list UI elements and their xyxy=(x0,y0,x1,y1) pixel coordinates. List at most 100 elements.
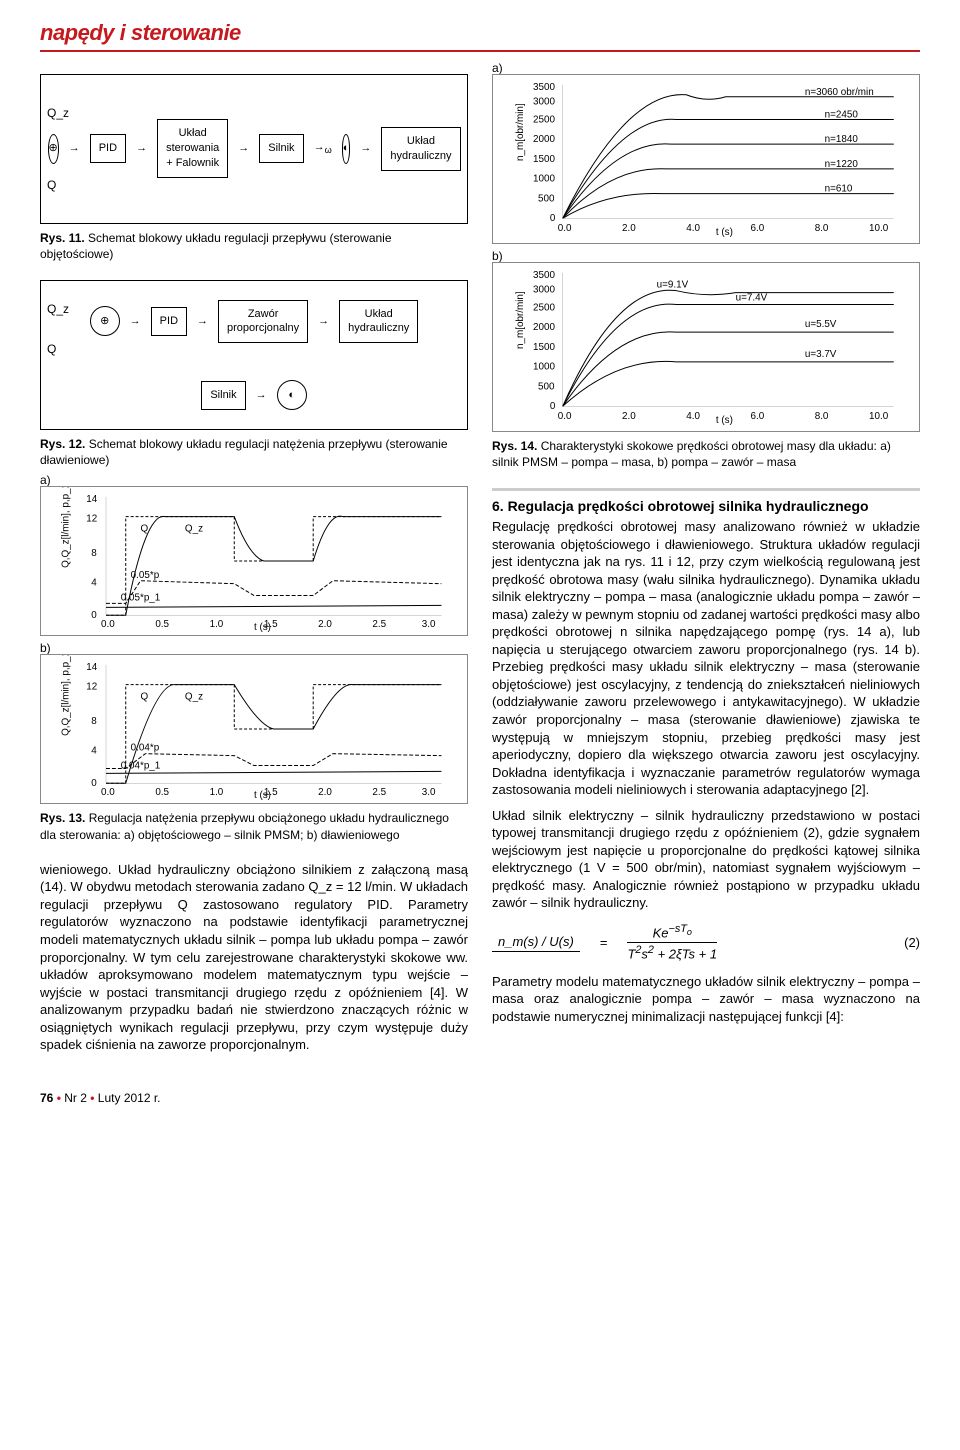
svg-text:n=1840: n=1840 xyxy=(825,134,859,145)
svg-text:n_m[obr/min]: n_m[obr/min] xyxy=(515,291,526,349)
svg-text:n=3060 obr/min: n=3060 obr/min xyxy=(805,86,874,97)
pump-icon: ◐ xyxy=(277,380,307,410)
svg-text:2.0: 2.0 xyxy=(318,788,332,799)
pid-block: PID xyxy=(151,307,187,336)
fig11-caption: Rys. 11. Schemat blokowy układu regulacj… xyxy=(40,230,468,262)
svg-text:0: 0 xyxy=(550,213,556,224)
svg-text:0.05*p_1: 0.05*p_1 xyxy=(121,593,160,604)
svg-text:2.0: 2.0 xyxy=(622,223,636,234)
svg-text:Q_z: Q_z xyxy=(185,692,203,703)
svg-text:n_m[obr/min]: n_m[obr/min] xyxy=(515,103,526,161)
svg-text:Q,Q_z[l/min], p,p_1[bar]: Q,Q_z[l/min], p,p_1[bar] xyxy=(61,487,72,568)
svg-text:0.0: 0.0 xyxy=(101,620,115,631)
svg-text:6.0: 6.0 xyxy=(750,223,764,234)
svg-text:1000: 1000 xyxy=(533,361,555,372)
fig11-qz: Q_z xyxy=(47,105,69,121)
svg-text:4: 4 xyxy=(91,746,97,757)
svg-text:500: 500 xyxy=(538,381,555,392)
svg-text:1500: 1500 xyxy=(533,342,555,353)
svg-text:0: 0 xyxy=(91,611,97,622)
svg-text:Q: Q xyxy=(141,524,149,535)
fig14-chart-a: n=3060 obr/min n=2450 n=1840 n=1220 n=61… xyxy=(492,74,920,244)
svg-text:0.04*p_1: 0.04*p_1 xyxy=(121,761,160,772)
svg-text:14: 14 xyxy=(86,494,97,505)
svg-text:2.0: 2.0 xyxy=(318,620,332,631)
svg-text:n=610: n=610 xyxy=(825,183,853,194)
motor-block: Silnik xyxy=(259,134,303,163)
svg-text:3000: 3000 xyxy=(533,96,555,107)
fig12-qz: Q_z xyxy=(47,301,69,317)
motor-block: Silnik xyxy=(201,381,245,410)
fig12-diagram: Q_z Q ⊕→ PID→ Zawór proporcjonalny→ Ukła… xyxy=(40,280,468,430)
svg-text:u=5.5V: u=5.5V xyxy=(805,319,837,330)
eq-lhs: n_m(s) / U(s) xyxy=(492,933,580,952)
svg-text:6.0: 6.0 xyxy=(750,411,764,422)
svg-text:10.0: 10.0 xyxy=(869,223,889,234)
drive-block: Układ sterowania + Falownik xyxy=(157,119,228,178)
right-column: a) n=3060 obr/min n=2450 n=1840 xyxy=(492,74,920,1062)
equation-2: n_m(s) / U(s) = Ke−sTo T2s2 + 2ξTs + 1 (… xyxy=(492,922,920,963)
svg-text:3.0: 3.0 xyxy=(422,620,436,631)
fig12-caption: Rys. 12. Schemat blokowy układu regulacj… xyxy=(40,436,468,468)
svg-text:1500: 1500 xyxy=(533,154,555,165)
svg-text:u=3.7V: u=3.7V xyxy=(805,349,837,360)
fig14-caption: Rys. 14. Charakterystyki skokowe prędkoś… xyxy=(492,438,920,470)
fig13-caption: Rys. 13. Regulacja natężenia przepływu o… xyxy=(40,810,468,842)
section6-heading: 6. Regulacja prędkości obrotowej silnika… xyxy=(492,497,920,516)
pump-icon: ◐ xyxy=(342,134,351,164)
svg-text:12: 12 xyxy=(86,514,97,525)
svg-text:0: 0 xyxy=(91,779,97,790)
svg-text:0.0: 0.0 xyxy=(558,411,572,422)
svg-text:2500: 2500 xyxy=(533,114,555,125)
right-paragraph-3: Parametry modelu matematycznego układów … xyxy=(492,973,920,1026)
svg-text:0.0: 0.0 xyxy=(558,223,572,234)
svg-text:n=2450: n=2450 xyxy=(825,109,859,120)
svg-text:0.0: 0.0 xyxy=(101,788,115,799)
svg-text:2.0: 2.0 xyxy=(622,411,636,422)
svg-text:8.0: 8.0 xyxy=(815,223,829,234)
svg-text:2500: 2500 xyxy=(533,302,555,313)
svg-text:2.5: 2.5 xyxy=(372,788,386,799)
svg-text:Q_z: Q_z xyxy=(185,524,203,535)
right-paragraph-2: Układ silnik elektryczny – silnik hydrau… xyxy=(492,807,920,912)
pid-block: PID xyxy=(90,134,126,163)
fig14-chart-b: u=9.1V u=7.4V u=5.5V u=3.7V t (s) n_m[ob… xyxy=(492,262,920,432)
hydraulic-block: Układ hydrauliczny xyxy=(381,127,460,171)
svg-text:1.0: 1.0 xyxy=(210,788,224,799)
fig12-q: Q xyxy=(47,341,56,357)
svg-text:t (s): t (s) xyxy=(716,227,733,238)
svg-text:3500: 3500 xyxy=(533,82,555,93)
fig13-chart-b: Q Q_z 0.04*p 0.04*p_1 t (s) Q,Q_z[l/min]… xyxy=(40,654,468,804)
fig13-chart-a: Q Q_z 0.05*p 0.05*p_1 t (s) Q,Q_z[l/min]… xyxy=(40,486,468,636)
page-footer: 76 • Nr 2 • Luty 2012 r. xyxy=(40,1090,920,1106)
svg-text:0.04*p: 0.04*p xyxy=(131,743,160,754)
svg-text:0: 0 xyxy=(550,401,556,412)
svg-text:0.5: 0.5 xyxy=(155,788,169,799)
svg-text:4: 4 xyxy=(91,578,97,589)
svg-text:2000: 2000 xyxy=(533,322,555,333)
omega-label: ω xyxy=(325,146,332,156)
svg-text:1.0: 1.0 xyxy=(210,620,224,631)
svg-text:t (s): t (s) xyxy=(716,415,733,426)
left-paragraph: wieniowego. Układ hydrauliczny obciążono… xyxy=(40,861,468,1054)
svg-text:1000: 1000 xyxy=(533,173,555,184)
hydraulic-block: Układ hydrauliczny xyxy=(339,300,418,344)
left-column: Q_z Q ⊕ → PID → Układ sterowania + Falow… xyxy=(40,74,468,1062)
svg-text:1.5: 1.5 xyxy=(264,620,278,631)
svg-text:500: 500 xyxy=(538,193,555,204)
fig11-diagram: Q_z Q ⊕ → PID → Układ sterowania + Falow… xyxy=(40,74,468,224)
svg-text:Q,Q_z[l/min], p,p_1[bar]: Q,Q_z[l/min], p,p_1[bar] xyxy=(61,655,72,736)
svg-text:8: 8 xyxy=(91,549,97,560)
fig11-q: Q xyxy=(47,177,56,193)
svg-text:0.05*p: 0.05*p xyxy=(131,570,160,581)
svg-text:1.5: 1.5 xyxy=(264,788,278,799)
right-paragraph-1: Regulację prędkości obrotowej masy anali… xyxy=(492,518,920,799)
svg-text:Q: Q xyxy=(141,692,149,703)
svg-text:8: 8 xyxy=(91,717,97,728)
svg-text:4.0: 4.0 xyxy=(686,411,700,422)
svg-text:14: 14 xyxy=(86,662,97,673)
svg-text:u=7.4V: u=7.4V xyxy=(736,292,768,303)
svg-text:2000: 2000 xyxy=(533,134,555,145)
summer-icon: ⊕ xyxy=(90,306,120,336)
svg-text:10.0: 10.0 xyxy=(869,411,889,422)
